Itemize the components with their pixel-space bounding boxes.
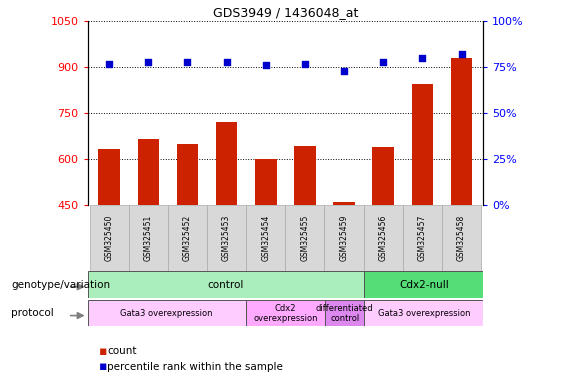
Bar: [324, 205, 364, 271]
Text: GSM325450: GSM325450: [105, 215, 114, 261]
Bar: [285, 205, 324, 271]
Bar: [255, 159, 276, 344]
Point: [222, 59, 231, 65]
Point: [261, 62, 270, 68]
Point: [457, 51, 466, 57]
Bar: [294, 146, 316, 344]
Bar: [403, 205, 442, 271]
Point: [301, 60, 310, 66]
Bar: [98, 149, 120, 344]
Text: percentile rank within the sample: percentile rank within the sample: [107, 362, 283, 372]
Bar: [246, 300, 325, 326]
Point: [418, 55, 427, 61]
Text: GSM325457: GSM325457: [418, 215, 427, 261]
Bar: [451, 58, 472, 344]
Bar: [372, 147, 394, 344]
Point: [105, 60, 114, 66]
Title: GDS3949 / 1436048_at: GDS3949 / 1436048_at: [212, 5, 358, 18]
Text: GSM325454: GSM325454: [261, 215, 270, 261]
Text: Cdx2-null: Cdx2-null: [399, 280, 449, 290]
Bar: [168, 205, 207, 271]
Bar: [364, 205, 403, 271]
Point: [379, 59, 388, 65]
Text: count: count: [107, 346, 137, 356]
Bar: [364, 300, 483, 326]
Bar: [364, 271, 483, 298]
Bar: [442, 205, 481, 271]
Text: GSM325459: GSM325459: [340, 215, 349, 261]
Text: differentiated
control: differentiated control: [316, 304, 373, 323]
Point: [144, 59, 153, 65]
Bar: [88, 271, 364, 298]
Text: Cdx2
overexpression: Cdx2 overexpression: [253, 304, 318, 323]
Bar: [129, 205, 168, 271]
Bar: [246, 205, 285, 271]
Text: GSM325455: GSM325455: [301, 215, 310, 261]
Text: Gata3 overexpression: Gata3 overexpression: [120, 309, 213, 318]
Bar: [412, 84, 433, 344]
Bar: [207, 205, 246, 271]
Text: GSM325453: GSM325453: [222, 215, 231, 261]
Bar: [177, 144, 198, 344]
Bar: [88, 300, 246, 326]
Bar: [216, 122, 237, 344]
Text: protocol: protocol: [11, 308, 54, 318]
Text: Gata3 overexpression: Gata3 overexpression: [377, 309, 470, 318]
Bar: [325, 300, 364, 326]
Text: ▪: ▪: [99, 360, 107, 373]
Text: control: control: [208, 280, 244, 290]
Text: GSM325458: GSM325458: [457, 215, 466, 261]
Text: GSM325451: GSM325451: [144, 215, 153, 261]
Bar: [89, 205, 129, 271]
Point: [183, 59, 192, 65]
Text: ▪: ▪: [99, 345, 107, 358]
Text: GSM325452: GSM325452: [183, 215, 192, 261]
Text: genotype/variation: genotype/variation: [11, 280, 110, 290]
Point: [340, 68, 349, 74]
Text: GSM325456: GSM325456: [379, 215, 388, 261]
Bar: [333, 202, 355, 344]
Bar: [137, 139, 159, 344]
